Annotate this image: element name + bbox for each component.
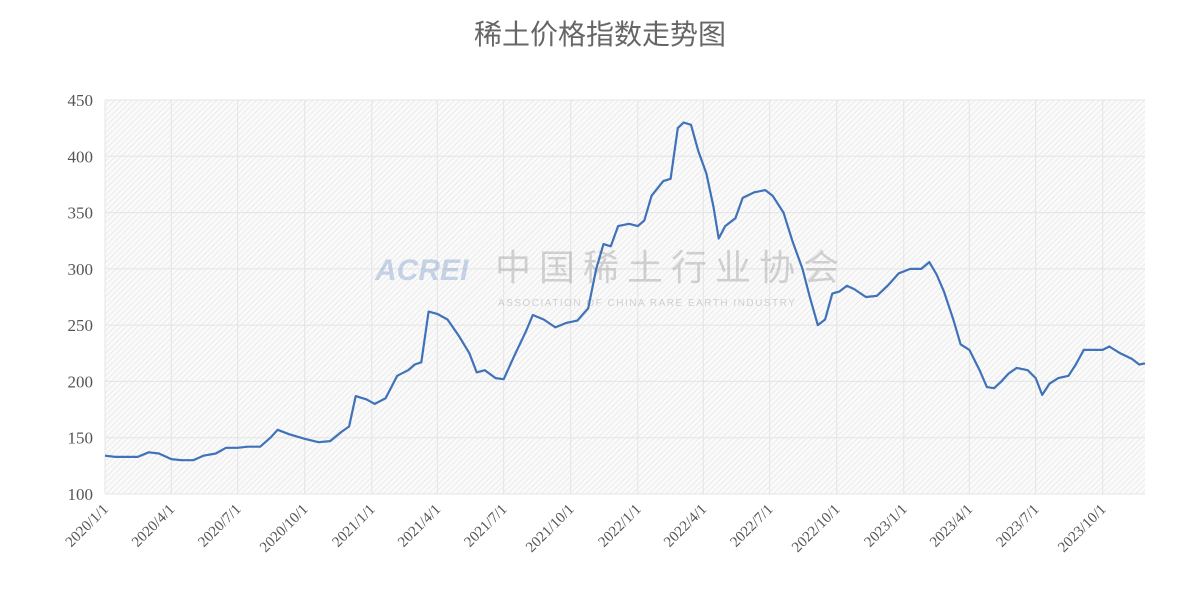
x-tick-label: 2022/7/1 [727,502,776,551]
watermark-brand: ACREI [374,254,469,287]
y-tick-label: 350 [68,204,94,223]
x-tick-label: 2021/1/1 [330,502,379,551]
plot-area [105,100,1145,494]
y-tick-label: 400 [68,147,94,166]
x-tick-label: 2022/10/1 [789,502,843,556]
y-tick-label: 150 [68,429,94,448]
chart-title: 稀土价格指数走势图 [474,19,726,51]
x-tick-label: 2020/7/1 [195,502,244,551]
y-tick-label: 200 [68,372,94,391]
x-tick-label: 2021/10/1 [523,502,577,556]
x-tick-label: 2023/10/1 [1055,502,1109,556]
x-tick-label: 2021/4/1 [395,502,444,551]
x-tick-label: 2023/4/1 [927,502,976,551]
x-tick-label: 2023/1/1 [862,502,911,551]
watermark-name: 中国稀土行业协会 [495,248,847,288]
x-tick-label: 2020/1/1 [63,502,112,551]
x-tick-label: 2020/10/1 [257,502,311,556]
x-tick-label: 2020/4/1 [129,502,178,551]
watermark-subtitle: ASSOCIATION OF CHINA RARE EARTH INDUSTRY [498,298,796,309]
price-line [104,121,1146,462]
y-tick-label: 450 [68,91,94,110]
watermark: ACREI 中国稀土行业协会 ASSOCIATION OF CHINA RARE… [374,248,847,309]
y-tick-label: 100 [68,485,94,504]
x-tick-label: 2022/1/1 [596,502,645,551]
x-tick-label: 2023/7/1 [993,502,1042,551]
x-tick-label: 2022/4/1 [661,502,710,551]
y-tick-label: 300 [68,260,94,279]
x-tick-label: 2021/7/1 [461,502,510,551]
y-tick-label: 250 [68,316,94,335]
